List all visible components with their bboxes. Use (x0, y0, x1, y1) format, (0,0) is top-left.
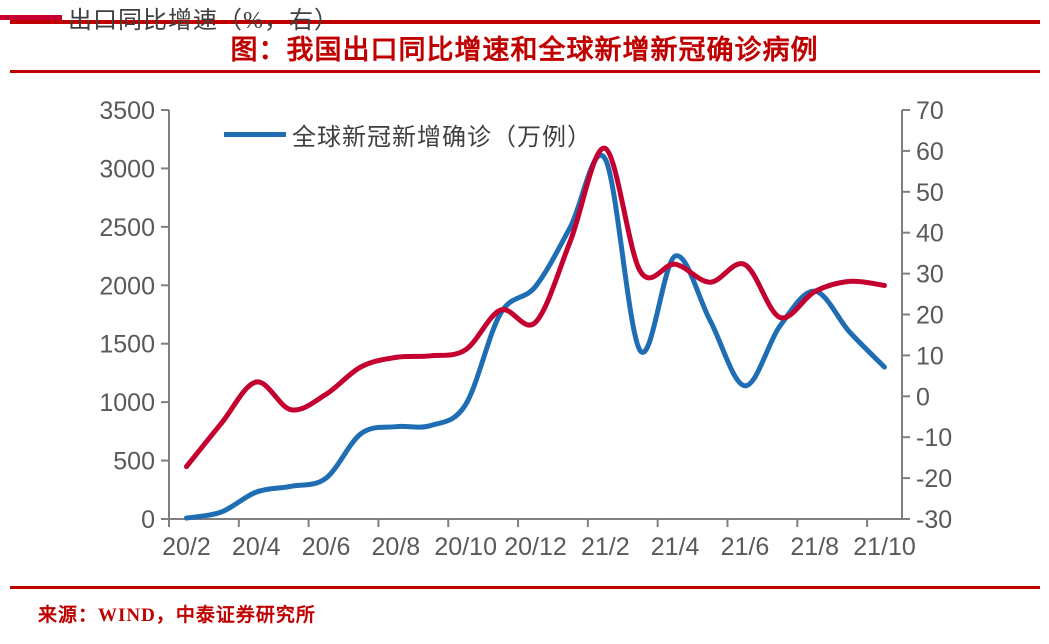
blue-line-swatch-icon (224, 132, 286, 137)
left-axis-tick-label: 3000 (99, 155, 155, 183)
right-axis-tick-label: 20 (916, 302, 944, 330)
right-axis-tick-label: 40 (916, 220, 944, 248)
legend-label-export-growth: 出口同比增速（%，右） (68, 8, 339, 34)
x-axis-tick-label: 21/2 (581, 533, 630, 561)
x-axis-tick-label: 20/10 (434, 533, 497, 561)
left-axis-tick-label: 2000 (99, 272, 155, 300)
right-axis-tick-label: 0 (916, 383, 930, 411)
series-line-covid-cases (183, 153, 887, 521)
right-axis-tick-label: -20 (916, 465, 952, 493)
right-axis-tick-label: 10 (916, 342, 944, 370)
right-axis-tick-label: 60 (916, 138, 944, 166)
x-axis-tick-label: 21/8 (790, 533, 839, 561)
x-axis-tick-label: 20/4 (232, 533, 281, 561)
legend-label-covid-cases: 全球新冠新增确诊（万例） (292, 125, 592, 151)
series-line-export-growth (183, 145, 887, 470)
source-note: 来源：WIND，中泰证券研究所 (38, 605, 316, 626)
left-axis-tick-label: 1500 (99, 331, 155, 359)
left-axis-tick-label: 3500 (99, 97, 155, 125)
x-axis-tick-label: 20/2 (162, 533, 211, 561)
x-axis-tick-label: 20/6 (302, 533, 351, 561)
right-axis-tick-label: -30 (916, 506, 952, 534)
left-axis-tick-label: 0 (141, 506, 155, 534)
x-axis-tick-label: 21/4 (651, 533, 700, 561)
legend-item-export-growth: 出口同比增速（%，右） (0, 0, 339, 35)
x-axis-tick-label: 20/12 (504, 533, 567, 561)
left-axis-tick-label: 500 (113, 448, 155, 476)
red-line-swatch-icon (0, 15, 62, 20)
top-rule (10, 20, 1040, 24)
right-axis-tick-label: 70 (916, 97, 944, 125)
left-axis-tick-label: 2500 (99, 214, 155, 242)
footer-rule (10, 586, 1040, 589)
x-axis-tick-label: 21/10 (853, 533, 916, 561)
x-axis-tick-label: 21/6 (721, 533, 770, 561)
x-axis-tick-label: 20/8 (372, 533, 421, 561)
title-underline-rule (10, 70, 1040, 73)
chart-title: 图：我国出口同比增速和全球新增新冠确诊病例 (230, 35, 819, 65)
legend-item-covid-cases: 全球新冠新增确诊（万例） (224, 117, 592, 152)
right-axis-tick-label: -10 (916, 424, 952, 452)
left-axis-tick-label: 1000 (99, 389, 155, 417)
right-axis-tick-label: 30 (916, 261, 944, 289)
right-axis-tick-label: 50 (916, 179, 944, 207)
